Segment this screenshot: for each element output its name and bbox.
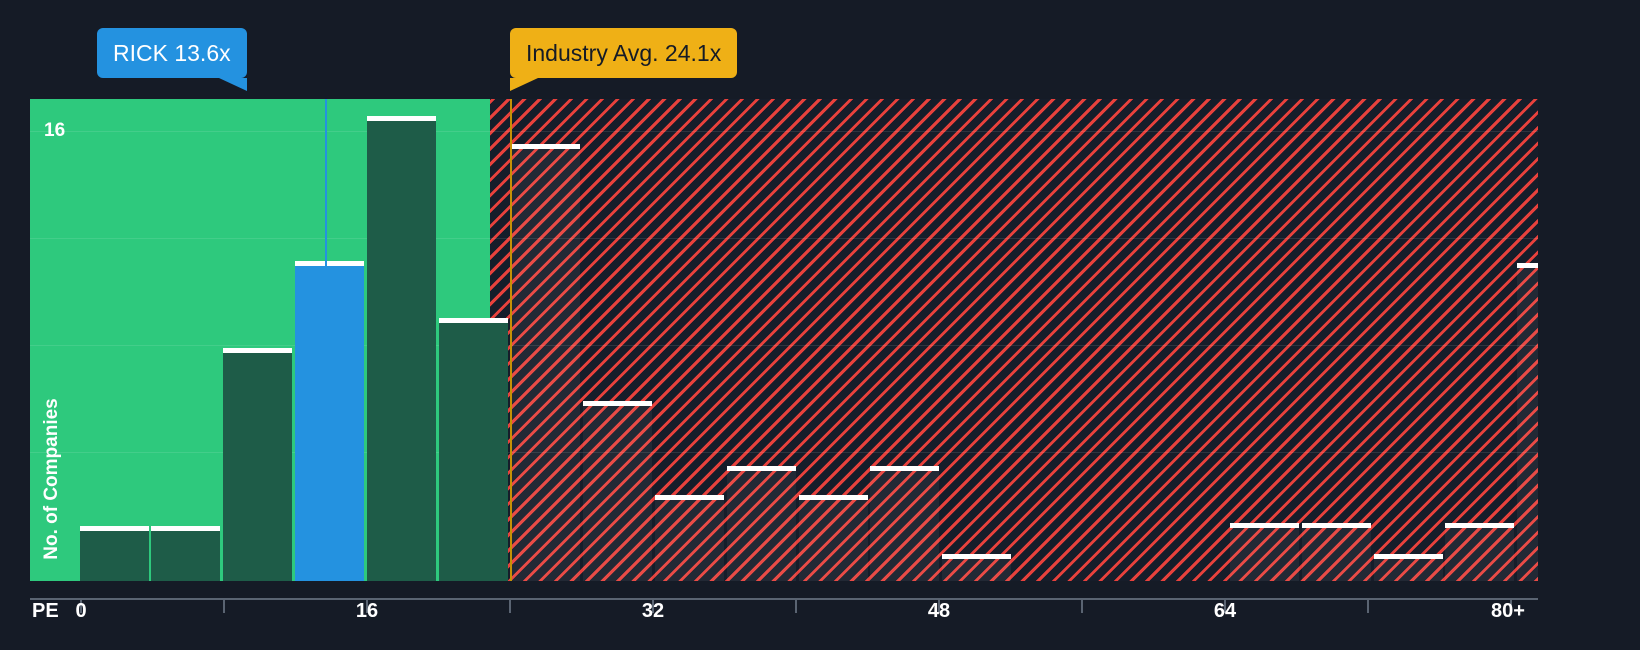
callout-tail [218,78,247,91]
bar-bin-4[interactable] [367,116,436,581]
x-tick [1081,600,1083,613]
expensive-zone [490,99,1538,581]
bar-cap [1517,263,1538,268]
bar-bin-0[interactable] [80,526,149,581]
gridline-4 [30,452,1538,453]
x-tick [509,600,511,613]
x-tick [80,600,82,613]
x-tick-label-16: 16 [355,600,379,622]
callout-tail [510,78,538,91]
industry-avg-marker-line [510,99,512,581]
x-tick [1367,600,1369,613]
bar-bin-18[interactable] [1374,554,1443,581]
bar-cap [942,554,1011,559]
rick-marker-line [325,99,327,581]
bar-bin-11[interactable] [870,466,939,581]
bar-cap [1374,554,1443,559]
bar-cap [295,261,364,266]
bar-cap [511,144,580,149]
bar-bin-17[interactable] [1302,523,1371,581]
x-tick [938,600,940,613]
x-tick-label-0: 0 [75,600,87,622]
industry-avg-callout-label: Industry Avg. 24.1x [526,39,722,66]
x-tick-label-48: 48 [927,600,951,622]
x-tick [366,600,368,613]
bar-cap [151,526,220,531]
x-tick [1224,600,1226,613]
bar-cap [1230,523,1299,528]
rick-callout-label: RICK 13.6x [113,39,231,66]
gridline-8 [30,345,1538,346]
bar-bin-7[interactable] [583,401,652,581]
bar-cap [799,495,868,500]
y-axis-title: No. of Companies [41,398,62,560]
bar-cap [439,318,508,323]
x-axis-prefix-label: PE [32,600,59,622]
gridline-16 [30,131,1538,132]
bar-cap [583,401,652,406]
bar-bin-12[interactable] [942,554,1011,581]
gridline-12 [30,238,1538,239]
bar-bin-16[interactable] [1230,523,1299,581]
x-tick-label-32: 32 [641,600,665,622]
y-tick-label-16: 16 [44,120,66,141]
x-tick [223,600,225,613]
bar-bin-3-rick[interactable] [295,261,364,581]
x-tick [652,600,654,613]
bar-bin-20[interactable] [1517,263,1538,581]
bar-cap [80,526,149,531]
rick-callout[interactable]: RICK 13.6x [97,28,247,91]
x-tick-label-80: 80+ [1491,600,1525,622]
x-tick [795,600,797,613]
bar-cap [1302,523,1371,528]
bar-cap [727,466,796,471]
bar-cap [367,116,436,121]
x-axis-line [30,598,1538,600]
bar-bin-9[interactable] [727,466,796,581]
bar-cap [655,495,724,500]
bar-cap [223,348,292,353]
bar-bin-10[interactable] [799,495,868,581]
industry-avg-callout[interactable]: Industry Avg. 24.1x [510,28,738,91]
bar-cap [1445,523,1514,528]
bar-bin-2[interactable] [223,348,292,581]
bar-bin-19[interactable] [1445,523,1514,581]
bar-bin-6[interactable] [511,144,580,581]
x-tick [1510,600,1512,613]
plot-area: 16 No. of Companies [30,99,1538,581]
x-tick-label-64: 64 [1213,600,1237,622]
bar-bin-5[interactable] [439,318,508,581]
bar-bin-8[interactable] [655,495,724,581]
bar-cap [870,466,939,471]
bar-bin-1[interactable] [151,526,220,581]
